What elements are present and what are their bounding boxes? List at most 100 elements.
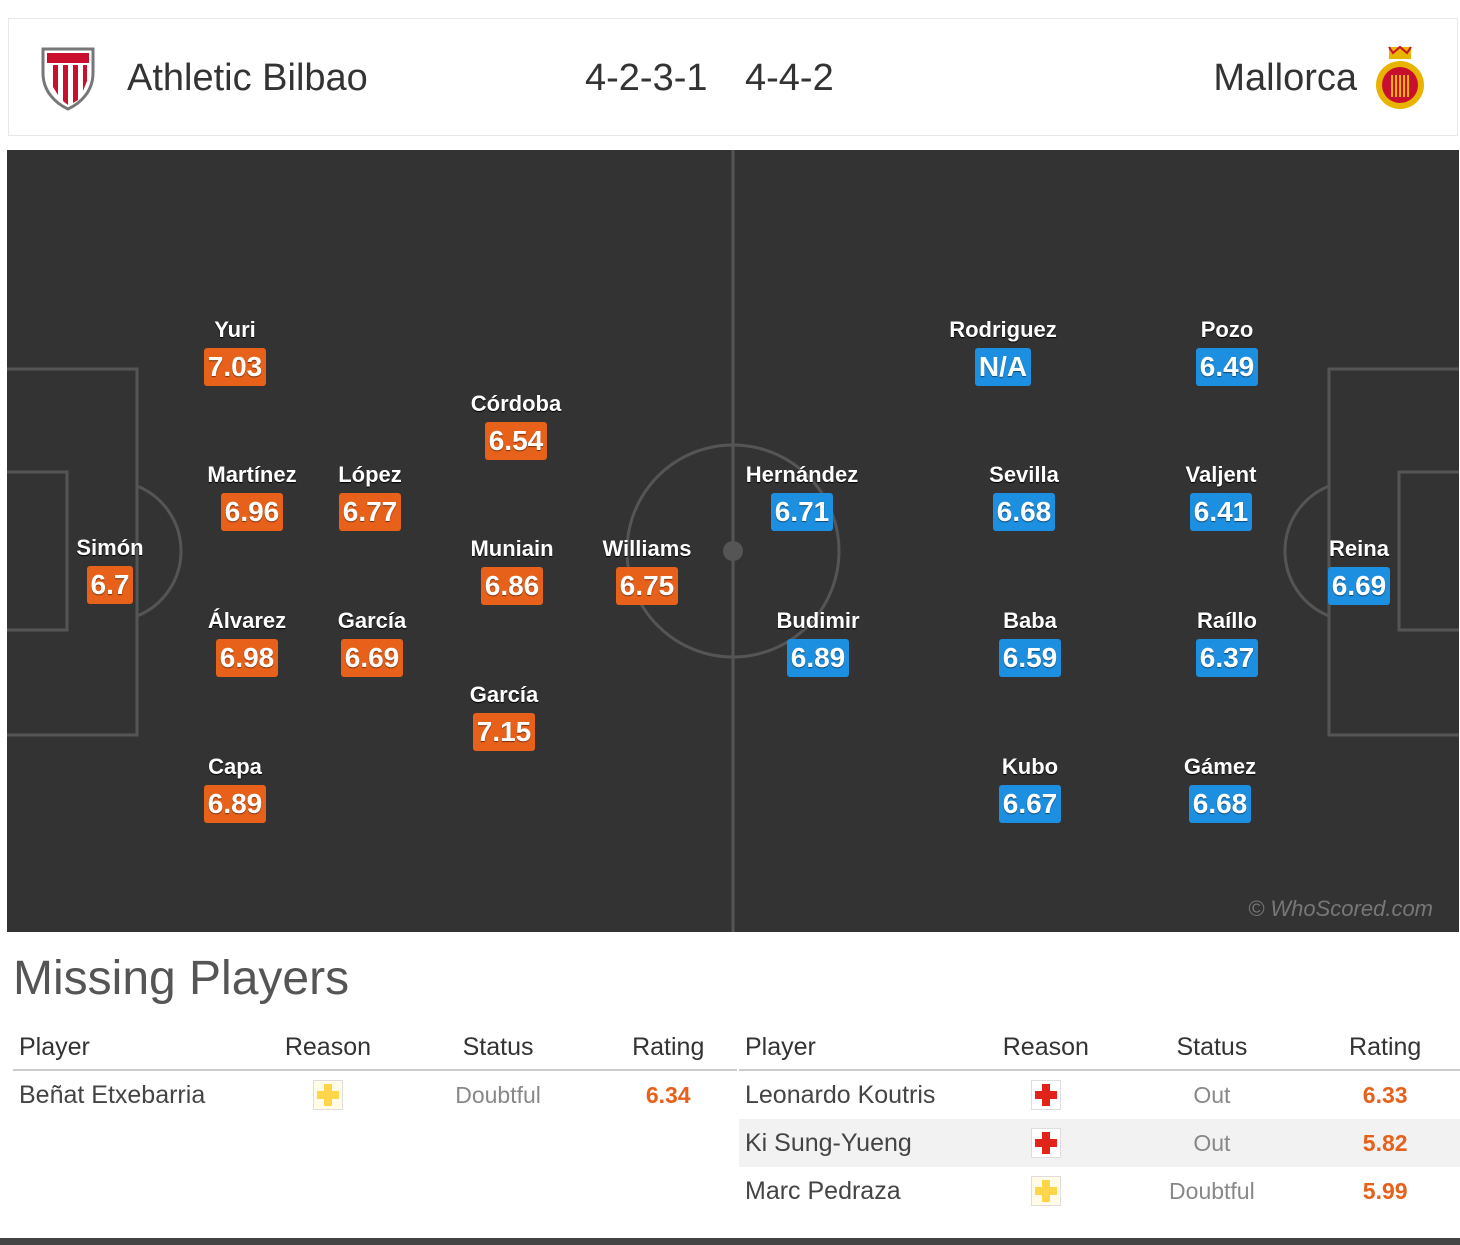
missing-status-cell: Out xyxy=(1114,1070,1309,1119)
missing-status: Out xyxy=(1193,1129,1231,1156)
player-rating: 6.75 xyxy=(615,567,679,605)
table-row[interactable]: Marc Pedraza Doubtful 5.99 xyxy=(739,1167,1460,1215)
player-name: Kubo xyxy=(1001,754,1059,779)
player-pozo[interactable]: Pozo 6.49 xyxy=(1147,316,1307,386)
player-valjent[interactable]: Valjent 6.41 xyxy=(1141,461,1301,531)
player-name: López xyxy=(338,462,402,487)
missing-player-name[interactable]: Marc Pedraza xyxy=(745,1176,901,1205)
away-missing-players-table: Player Reason Status Rating Leonardo Kou… xyxy=(739,1025,1460,1215)
player-cordoba[interactable]: Córdoba 6.54 xyxy=(436,390,596,460)
player-rating: 6.67 xyxy=(998,785,1062,823)
red-cross-icon[interactable] xyxy=(1030,1128,1061,1159)
player-lopez[interactable]: López 6.77 xyxy=(290,461,450,531)
mallorca-crest-icon[interactable] xyxy=(1371,45,1429,111)
yellow-cross-icon[interactable] xyxy=(1030,1176,1061,1207)
player-name: García xyxy=(469,682,539,707)
column-status: Status xyxy=(396,1025,600,1071)
home-team-name[interactable]: Athletic Bilbao xyxy=(127,57,368,99)
missing-reason-cell xyxy=(977,1070,1114,1119)
player-rating: 6.7 xyxy=(86,566,134,604)
player-name: Pozo xyxy=(1200,317,1254,342)
home-missing-players-table: Player Reason Status Rating Beñat Etxeba… xyxy=(13,1025,737,1119)
player-kubo[interactable]: Kubo 6.67 xyxy=(950,753,1110,823)
player-rating: 6.41 xyxy=(1189,493,1253,531)
player-budimir[interactable]: Budimir 6.89 xyxy=(738,607,898,677)
red-cross-icon[interactable] xyxy=(1030,1080,1061,1111)
player-name: Martínez xyxy=(207,462,297,487)
player-name: Raíllo xyxy=(1197,608,1257,633)
player-rodriguez[interactable]: Rodriguez N/A xyxy=(923,316,1083,386)
player-rating: 6.54 xyxy=(484,422,548,460)
missing-rating-cell: 5.82 xyxy=(1309,1119,1460,1167)
player-raillo[interactable]: Raíllo 6.37 xyxy=(1147,607,1307,677)
table-header-row: Player Reason Status Rating xyxy=(13,1025,737,1071)
player-alvarez[interactable]: Álvarez 6.98 xyxy=(167,607,327,677)
player-williams[interactable]: Williams 6.75 xyxy=(567,535,727,605)
player-rating: 6.98 xyxy=(215,639,279,677)
player-name: Hernández xyxy=(745,462,859,487)
player-capa[interactable]: Capa 6.89 xyxy=(155,753,315,823)
player-reina[interactable]: Reina 6.69 xyxy=(1279,535,1439,605)
missing-player-name[interactable]: Beñat Etxebarria xyxy=(19,1080,206,1109)
missing-reason-cell xyxy=(977,1167,1114,1215)
player-name: Budimir xyxy=(776,608,860,633)
player-rating: 7.03 xyxy=(203,348,267,386)
player-garcia-am[interactable]: García 7.15 xyxy=(424,681,584,751)
player-muniain[interactable]: Muniain 6.86 xyxy=(432,535,592,605)
player-sevilla[interactable]: Sevilla 6.68 xyxy=(944,461,1104,531)
athletic-bilbao-crest-icon[interactable] xyxy=(39,45,97,111)
player-name: Muniain xyxy=(470,536,554,561)
player-rating: 7.15 xyxy=(472,713,536,751)
column-rating: Rating xyxy=(1309,1025,1460,1071)
player-martinez[interactable]: Martínez 6.96 xyxy=(172,461,332,531)
player-rating: 6.69 xyxy=(1327,567,1391,605)
missing-reason-cell xyxy=(259,1070,397,1119)
player-rating: 6.77 xyxy=(338,493,402,531)
column-player: Player xyxy=(739,1025,978,1071)
missing-rating-cell: 5.99 xyxy=(1309,1167,1460,1215)
missing-rating-cell: 6.33 xyxy=(1309,1070,1460,1119)
missing-status: Doubtful xyxy=(1169,1177,1255,1204)
table-row[interactable]: Leonardo Koutris Out 6.33 xyxy=(739,1070,1460,1119)
player-name: Rodriguez xyxy=(949,317,1057,342)
player-name: Yuri xyxy=(214,317,256,342)
player-rating: 6.59 xyxy=(998,639,1062,677)
player-baba[interactable]: Baba 6.59 xyxy=(950,607,1110,677)
table-row[interactable]: Beñat Etxebarria Doubtful 6.34 xyxy=(13,1070,737,1119)
missing-rating: 6.34 xyxy=(645,1081,691,1108)
player-rating: 6.49 xyxy=(1195,348,1259,386)
match-header: Athletic Bilbao 4-2-3-1 4-4-2 Mallorca xyxy=(8,18,1458,136)
away-team-name[interactable]: Mallorca xyxy=(1213,57,1357,99)
player-name: García xyxy=(337,608,407,633)
column-status: Status xyxy=(1114,1025,1310,1071)
column-rating: Rating xyxy=(599,1025,737,1071)
player-rating: 6.68 xyxy=(992,493,1056,531)
player-name: Simón xyxy=(76,535,144,560)
player-name: Reina xyxy=(1329,536,1389,561)
missing-player-name[interactable]: Ki Sung-Yueng xyxy=(739,1119,978,1167)
table-header-row: Player Reason Status Rating xyxy=(739,1025,1460,1071)
pitch-markings xyxy=(7,150,1459,932)
missing-status-cell: Doubtful xyxy=(1114,1167,1309,1215)
player-name: Córdoba xyxy=(470,391,562,416)
player-rating: 6.68 xyxy=(1188,785,1252,823)
missing-rating: 5.99 xyxy=(1362,1177,1408,1204)
missing-rating: 6.33 xyxy=(1362,1081,1408,1108)
table-row[interactable]: Ki Sung-Yueng Out 5.82 xyxy=(739,1119,1460,1167)
column-player: Player xyxy=(13,1025,260,1071)
player-gamez[interactable]: Gámez 6.68 xyxy=(1140,753,1300,823)
missing-status: Out xyxy=(1193,1081,1231,1108)
player-simon[interactable]: Simón 6.7 xyxy=(30,534,190,604)
bottom-divider xyxy=(0,1238,1460,1245)
player-name: Baba xyxy=(1003,608,1057,633)
missing-player-name[interactable]: Leonardo Koutris xyxy=(745,1080,936,1109)
player-rating: N/A xyxy=(974,348,1032,386)
player-hernandez[interactable]: Hernández 6.71 xyxy=(722,461,882,531)
missing-status: Doubtful xyxy=(455,1081,541,1108)
yellow-cross-icon[interactable] xyxy=(312,1080,343,1111)
player-rating: 6.89 xyxy=(786,639,850,677)
player-yuri[interactable]: Yuri 7.03 xyxy=(155,316,315,386)
player-garcia-dm[interactable]: García 6.69 xyxy=(292,607,452,677)
missing-players-title: Missing Players xyxy=(13,952,350,1005)
player-rating: 6.71 xyxy=(770,493,834,531)
